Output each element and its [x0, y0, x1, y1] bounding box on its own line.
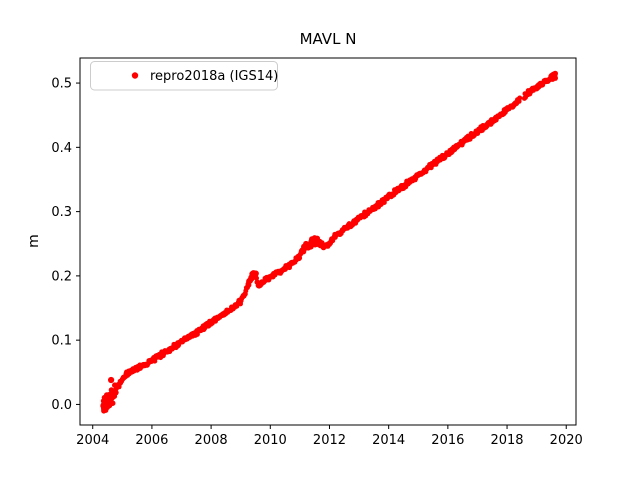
x-tick-label: 2014 — [372, 433, 405, 448]
data-point — [551, 74, 557, 81]
data-point — [108, 376, 115, 384]
data-point — [307, 243, 314, 250]
x-tick-label: 2008 — [195, 433, 228, 448]
data-point — [108, 399, 114, 405]
data-point — [111, 392, 117, 398]
scatter-points — [100, 70, 558, 414]
x-tick-label: 2010 — [254, 433, 287, 448]
data-point — [102, 400, 109, 407]
legend: repro2018a (IGS14) — [90, 61, 278, 91]
x-tick-label: 2012 — [313, 433, 346, 448]
x-axis-ticks: 2004 2006 2008 2010 2012 2014 2016 2018 2020 — [76, 425, 583, 448]
plot-area-frame — [79, 57, 577, 426]
x-tick-label: 2004 — [76, 433, 109, 448]
y-tick-label: 0.1 — [51, 334, 72, 349]
x-tick-label: 2018 — [490, 433, 523, 448]
x-tick-label: 2020 — [550, 433, 583, 448]
x-tick-label: 2016 — [431, 433, 464, 448]
y-axis-label: m — [26, 234, 42, 248]
data-point — [517, 95, 523, 101]
y-tick-label: 0.3 — [51, 205, 72, 220]
y-tick-label: 0.4 — [51, 141, 72, 156]
data-point — [254, 275, 259, 281]
y-tick-label: 0.5 — [51, 77, 72, 92]
x-tick-label: 2006 — [135, 433, 168, 448]
y-tick-label: 0.2 — [51, 269, 72, 284]
data-point — [253, 270, 259, 277]
legend-entry-label: repro2018a (IGS14) — [150, 69, 278, 84]
y-axis-ticks: 0.0 0.1 0.2 0.3 0.4 0.5 — [51, 77, 80, 413]
chart-title: MAVL N — [300, 30, 357, 48]
y-tick-label: 0.0 — [51, 398, 72, 413]
data-point — [105, 392, 112, 398]
legend-marker-dot-icon — [131, 72, 139, 79]
legend-box — [90, 61, 278, 91]
